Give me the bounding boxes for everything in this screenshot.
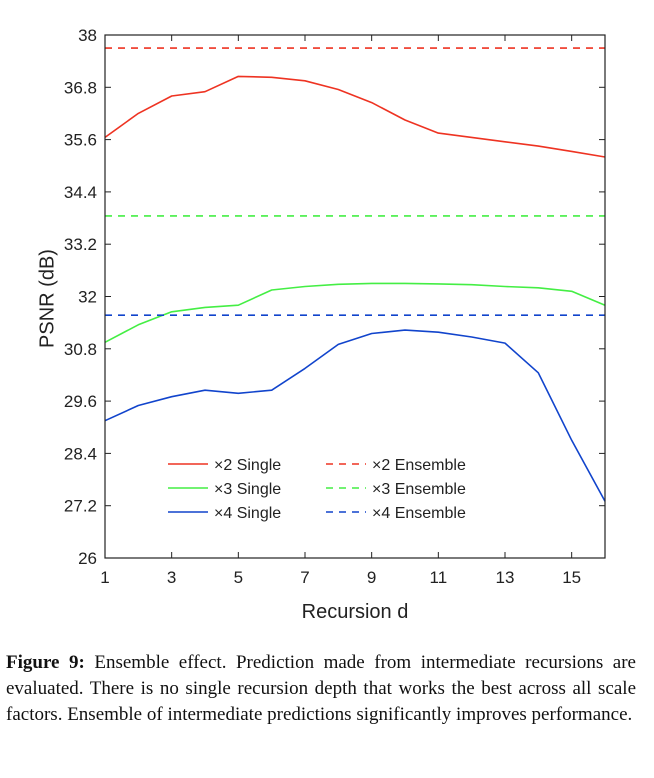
series-lines <box>104 47 606 502</box>
y-tick-label: 34.4 <box>64 183 97 202</box>
series-line-4-single <box>104 329 606 502</box>
series-line-2-single <box>104 75 606 158</box>
y-tick-label: 30.8 <box>64 340 97 359</box>
chart-container: 1 3 5 7 9 11 13 15 26 27.2 28.4 29.6 30.8 32 33.2 34.4 3… <box>36 26 606 623</box>
x-tick-label: 5 <box>234 568 243 587</box>
x-tick-label: 7 <box>300 568 309 587</box>
y-tick-label: 33.2 <box>64 235 97 254</box>
legend-label-2-ensemble: ×2 Ensemble <box>372 457 466 474</box>
figure-label: Figure 9: <box>6 652 85 673</box>
y-tick-label: 35.6 <box>64 131 97 150</box>
x-tick-label: 3 <box>167 568 176 587</box>
legend-label-3-single: ×3 Single <box>214 481 281 498</box>
legend-label-4-single: ×4 Single <box>214 505 281 522</box>
legend-label-4-ensemble: ×4 Ensemble <box>372 505 466 522</box>
y-tick-label: 26 <box>78 549 97 568</box>
series-line-3-single <box>104 282 606 344</box>
x-tick-label: 9 <box>367 568 376 587</box>
y-tick-label: 27.2 <box>64 497 97 516</box>
y-tick-label: 32 <box>78 288 97 307</box>
plot-frame <box>104 34 606 559</box>
legend: ×2 Single ×3 Single ×4 Single ×2 Ensemble ×3… <box>168 457 466 522</box>
legend-label-2-single: ×2 Single <box>214 457 281 474</box>
x-tick-label: 1 <box>100 568 109 587</box>
y-tick-label: 28.4 <box>64 444 97 463</box>
x-axis-label: Recursion d <box>302 601 409 623</box>
y-tick-label: 29.6 <box>64 392 97 411</box>
psnr-line-chart: 1 3 5 7 9 11 13 152627.228.429.630.83233.234.43… <box>36 26 606 623</box>
caption-text: Ensemble effect. Prediction made from in… <box>6 652 636 725</box>
y-tick-label: 38 <box>78 26 97 45</box>
legend-label-3-ensemble: ×3 Ensemble <box>372 481 466 498</box>
y-tick-label: 36.8 <box>64 78 97 97</box>
y-axis-label: PSNR (dB) <box>36 249 58 348</box>
figure-caption: Figure 9: Ensemble effect. Prediction ma… <box>6 650 636 728</box>
axis-ticks: 1 3 5 7 9 11 13 152627.228.429.630.83233.234.43… <box>64 26 605 587</box>
x-tick-label: 13 <box>496 568 515 587</box>
x-tick-label: 11 <box>430 568 448 587</box>
x-tick-label: 15 <box>562 568 581 587</box>
